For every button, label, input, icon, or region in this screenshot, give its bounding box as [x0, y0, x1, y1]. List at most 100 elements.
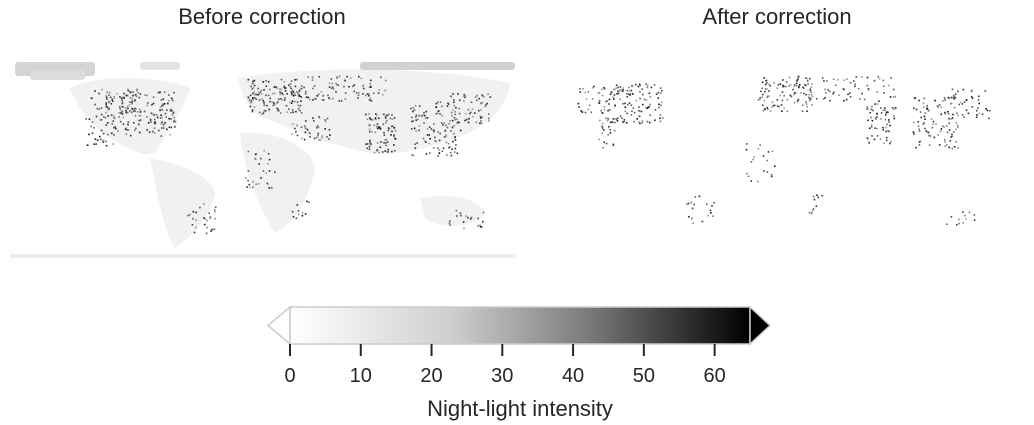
- light-speck: [173, 126, 176, 128]
- light-speck: [125, 127, 127, 130]
- light-speck: [757, 99, 760, 101]
- light-speck: [208, 212, 210, 214]
- light-speck: [382, 113, 385, 116]
- light-speck: [941, 100, 944, 102]
- light-speck: [866, 137, 869, 140]
- light-speck: [292, 90, 295, 93]
- light-speck: [874, 127, 876, 129]
- light-speck: [616, 117, 619, 119]
- light-speck: [447, 103, 450, 105]
- light-speck: [187, 214, 189, 217]
- light-speck: [711, 205, 713, 207]
- light-speck: [633, 120, 635, 123]
- light-speck: [875, 118, 877, 120]
- light-speck: [335, 91, 337, 93]
- light-speck: [159, 109, 161, 112]
- light-speck: [154, 113, 156, 116]
- light-speck: [798, 85, 800, 87]
- light-speck: [707, 214, 709, 217]
- light-speck: [104, 116, 107, 119]
- light-speck: [309, 136, 311, 138]
- light-speck: [166, 128, 168, 131]
- light-speck: [368, 128, 371, 131]
- light-speck: [139, 114, 142, 117]
- light-speck: [747, 175, 750, 178]
- light-speck: [843, 88, 846, 91]
- light-speck: [428, 126, 431, 128]
- light-speck: [161, 121, 163, 123]
- light-speck: [761, 93, 764, 96]
- light-speck: [245, 177, 247, 179]
- light-speck: [331, 82, 334, 85]
- light-speck: [630, 104, 633, 106]
- light-speck: [430, 128, 433, 130]
- light-speck: [100, 107, 103, 109]
- light-speck: [953, 98, 955, 100]
- light-speck: [288, 84, 290, 87]
- light-speck: [249, 186, 251, 189]
- colorbar-tick-label: 0: [284, 365, 295, 387]
- light-speck: [988, 117, 990, 120]
- light-speck: [160, 114, 162, 117]
- light-speck: [794, 92, 797, 94]
- light-speck: [411, 116, 413, 119]
- light-speck: [125, 109, 127, 112]
- light-speck: [478, 97, 480, 100]
- light-speck: [955, 122, 958, 124]
- light-speck: [641, 88, 643, 90]
- light-speck: [378, 126, 380, 128]
- light-speck: [108, 94, 110, 96]
- light-speck: [340, 100, 343, 102]
- light-speck: [328, 82, 331, 84]
- light-speck: [378, 89, 381, 91]
- light-speck: [650, 86, 653, 89]
- light-speck: [298, 95, 301, 97]
- light-speck: [105, 95, 107, 97]
- light-speck: [947, 113, 950, 115]
- light-speck: [690, 201, 693, 204]
- light-speck: [122, 110, 124, 113]
- light-speck: [284, 87, 286, 89]
- light-speck: [127, 88, 129, 91]
- light-speck: [276, 102, 278, 104]
- light-speck: [126, 129, 129, 131]
- light-speck: [882, 79, 884, 82]
- light-speck: [133, 110, 135, 113]
- light-speck: [357, 97, 359, 99]
- light-speck: [776, 87, 779, 89]
- light-speck: [658, 103, 660, 106]
- light-speck: [369, 85, 372, 87]
- light-speck: [958, 218, 960, 221]
- light-speck: [438, 149, 440, 151]
- light-speck: [283, 86, 285, 89]
- light-speck: [636, 118, 638, 120]
- light-speck: [119, 108, 121, 110]
- light-speck: [257, 182, 260, 185]
- light-speck: [880, 107, 882, 109]
- light-speck: [613, 129, 616, 132]
- light-speck: [260, 89, 263, 92]
- light-speck: [129, 110, 131, 112]
- light-speck: [813, 198, 816, 201]
- light-speck: [273, 86, 276, 88]
- light-speck: [609, 132, 612, 134]
- light-speck: [410, 107, 412, 110]
- light-speck: [304, 127, 307, 129]
- light-speck: [160, 123, 163, 125]
- light-speck: [385, 144, 387, 147]
- light-speck: [435, 106, 438, 109]
- light-speck: [454, 111, 456, 113]
- light-speck: [613, 88, 615, 91]
- light-speck: [925, 130, 928, 132]
- light-speck: [985, 108, 987, 110]
- light-speck: [387, 151, 389, 153]
- light-speck: [645, 99, 648, 101]
- light-speck: [761, 87, 763, 90]
- light-speck: [129, 134, 132, 137]
- light-speck: [766, 88, 768, 90]
- light-speck: [578, 106, 580, 108]
- light-speck: [950, 102, 952, 105]
- light-speck: [843, 100, 845, 102]
- light-speck: [892, 96, 895, 98]
- light-speck: [826, 80, 828, 82]
